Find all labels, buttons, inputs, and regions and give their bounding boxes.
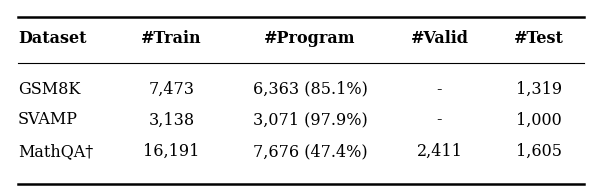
Text: -: - [436,112,442,128]
Text: 1,319: 1,319 [516,81,562,98]
Text: #Test: #Test [514,30,563,47]
Text: -: - [436,81,442,98]
Text: 3,138: 3,138 [149,112,194,128]
Text: 1,000: 1,000 [516,112,562,128]
Text: SVAMP: SVAMP [18,112,78,128]
Text: 7,473: 7,473 [149,81,194,98]
Text: GSM8K: GSM8K [18,81,81,98]
Text: 2,411: 2,411 [417,143,462,160]
Text: #Train: #Train [141,30,202,47]
Text: #Program: #Program [264,30,356,47]
Text: #Valid: #Valid [411,30,468,47]
Text: 7,676 (47.4%): 7,676 (47.4%) [253,143,367,160]
Text: 6,363 (85.1%): 6,363 (85.1%) [253,81,367,98]
Text: MathQA†: MathQA† [18,143,93,160]
Text: 3,071 (97.9%): 3,071 (97.9%) [253,112,367,128]
Text: Dataset: Dataset [18,30,87,47]
Text: 16,191: 16,191 [143,143,200,160]
Text: 1,605: 1,605 [516,143,562,160]
